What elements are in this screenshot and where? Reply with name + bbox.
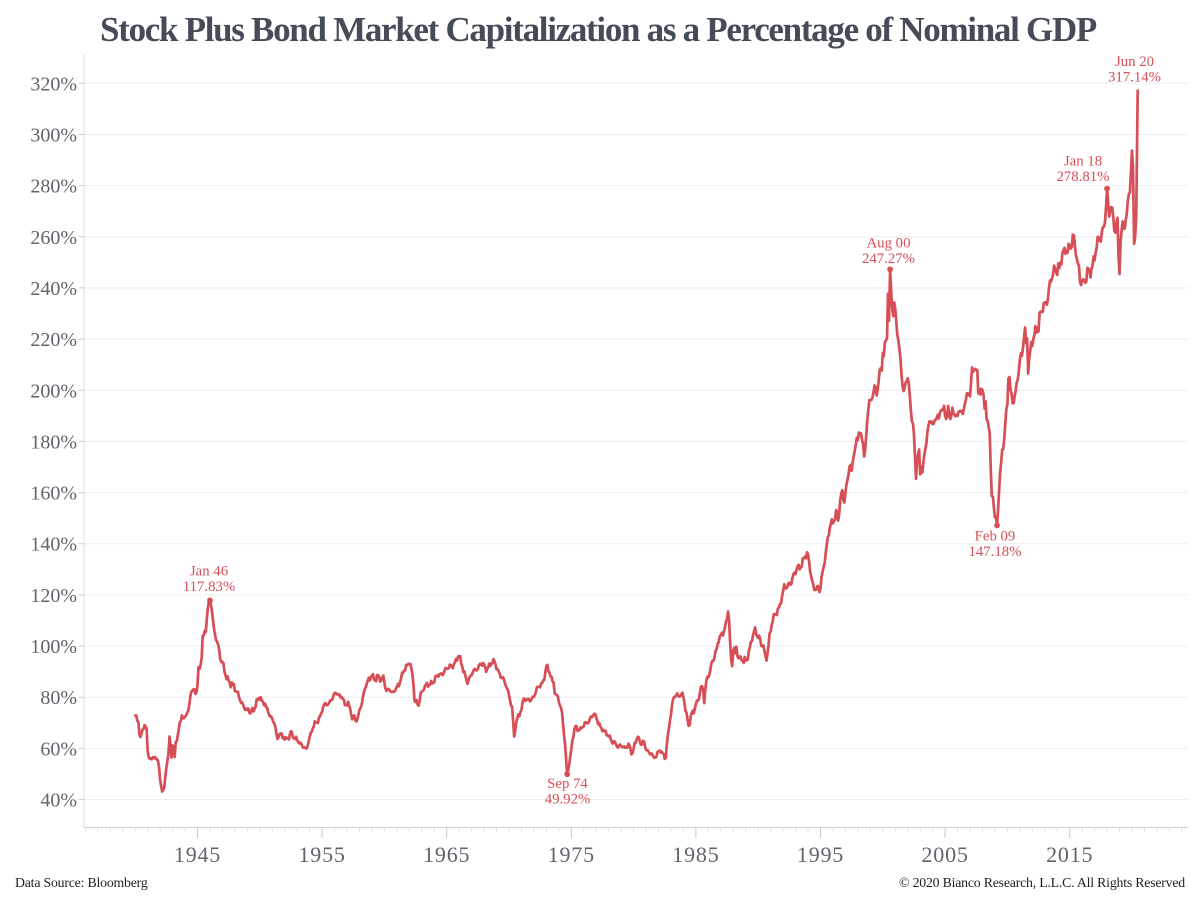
svg-text:180%: 180% [30, 431, 77, 453]
svg-text:117.83%: 117.83% [183, 579, 235, 595]
svg-text:Sep 74: Sep 74 [547, 776, 588, 792]
svg-text:200%: 200% [30, 380, 77, 402]
svg-text:2015: 2015 [1046, 842, 1093, 867]
svg-text:160%: 160% [30, 483, 77, 505]
svg-text:© 2020 Bianco Research, L.L.C.: © 2020 Bianco Research, L.L.C. All Right… [899, 875, 1185, 890]
svg-text:1965: 1965 [423, 842, 470, 867]
svg-text:49.92%: 49.92% [545, 792, 591, 808]
svg-text:140%: 140% [30, 534, 77, 556]
svg-text:40%: 40% [40, 790, 77, 812]
svg-text:220%: 220% [30, 329, 77, 351]
svg-text:120%: 120% [30, 585, 77, 607]
svg-text:60%: 60% [40, 738, 77, 760]
svg-text:278.81%: 278.81% [1056, 169, 1109, 185]
svg-text:Jan 18: Jan 18 [1064, 154, 1102, 170]
svg-text:Stock Plus Bond Market Capital: Stock Plus Bond Market Capitalization as… [100, 10, 1097, 49]
svg-text:100%: 100% [30, 636, 77, 658]
svg-text:280%: 280% [30, 176, 77, 198]
svg-text:1945: 1945 [174, 842, 221, 867]
svg-text:240%: 240% [30, 278, 77, 300]
svg-text:1955: 1955 [298, 842, 345, 867]
svg-text:260%: 260% [30, 227, 77, 249]
svg-text:300%: 300% [30, 125, 77, 147]
svg-text:1985: 1985 [672, 842, 719, 867]
svg-text:320%: 320% [30, 73, 77, 95]
svg-text:Jun 20: Jun 20 [1115, 54, 1154, 70]
svg-text:80%: 80% [40, 687, 77, 709]
svg-text:Data Source: Bloomberg: Data Source: Bloomberg [15, 875, 148, 890]
svg-text:317.14%: 317.14% [1108, 70, 1161, 86]
svg-text:147.18%: 147.18% [968, 544, 1021, 560]
svg-text:Feb 09: Feb 09 [975, 529, 1016, 545]
svg-text:247.27%: 247.27% [862, 251, 915, 267]
svg-text:Jan 46: Jan 46 [190, 564, 228, 580]
svg-text:1995: 1995 [797, 842, 844, 867]
svg-text:1975: 1975 [548, 842, 595, 867]
svg-text:Aug 00: Aug 00 [867, 236, 911, 252]
svg-text:2005: 2005 [921, 842, 968, 867]
